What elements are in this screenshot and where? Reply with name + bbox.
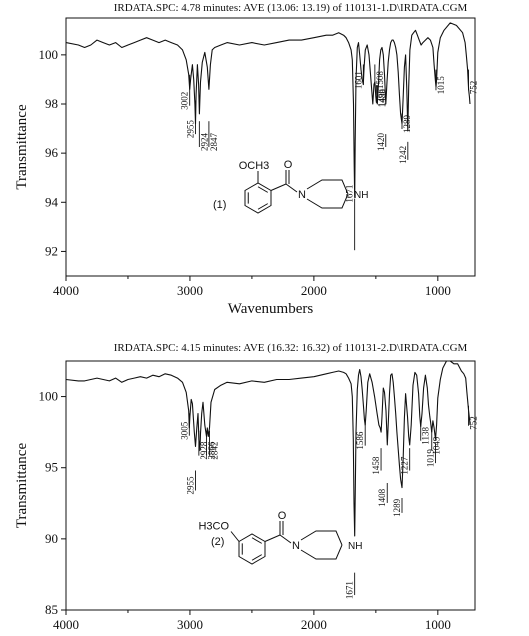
peak-label: 2842 (210, 442, 220, 460)
x-tick-label: 3000 (177, 283, 203, 298)
plot-frame (65, 360, 476, 611)
peak-label: 1586 (355, 431, 365, 450)
peak-label: 2866 (207, 441, 217, 460)
peak-label: 1488 (377, 89, 387, 108)
peak-label: 1420 (376, 133, 386, 152)
y-tick-label: 100 (39, 47, 59, 62)
plot-frame (65, 17, 476, 277)
peak-label: 1496 (376, 89, 386, 108)
peak-label: 2928 (199, 441, 209, 460)
peak-label: 2924 (199, 133, 209, 152)
piperazine-bond (300, 530, 343, 546)
compound-label: (2) (211, 536, 224, 548)
y-tick-label: 85 (45, 602, 58, 617)
x-tick-label: 1000 (425, 617, 451, 632)
ring-double-bond (251, 554, 262, 561)
x-tick-label: 3000 (177, 617, 203, 632)
y-tick-label: 98 (45, 96, 58, 111)
peak-label: 1019 (425, 449, 435, 468)
peak-label: 1138 (421, 427, 431, 445)
chart-panel-1: IRDATA.SPC: 4.78 minutes: AVE (13.06: 13… (14, 2, 479, 317)
peak-label: 1242 (398, 146, 408, 164)
ring-double-bond (257, 186, 268, 193)
peak-label: 2955 (186, 120, 196, 139)
peak-label: 1015 (436, 76, 446, 95)
chart-title: IRDATA.SPC: 4.78 minutes: AVE (13.06: 13… (114, 2, 468, 14)
ring-double-bond (257, 203, 268, 210)
molecule-structure: O N NH OCH3 (239, 159, 368, 214)
peak-label: 1508 (375, 71, 385, 90)
peak-label: 1458 (371, 456, 381, 475)
benzene-ring (244, 182, 272, 214)
y-tick-label: 95 (45, 460, 58, 475)
amine-nh: NH (348, 541, 362, 552)
peak-label: 1289 (392, 498, 402, 517)
methoxy-group: OCH3 (239, 160, 270, 172)
carbonyl-oxygen: O (284, 159, 293, 171)
y-axis-label: Transmittance (14, 104, 30, 190)
peak-label: 1671 (345, 581, 355, 599)
chart-title: IRDATA.SPC: 4.15 minutes: AVE (16.32: 16… (114, 342, 468, 354)
amine-n: N (298, 189, 306, 201)
x-tick-label: 4000 (53, 617, 79, 632)
y-tick-label: 100 (39, 389, 59, 404)
y-axis-label: Transmittance (14, 443, 30, 529)
piperazine-bond (306, 179, 349, 195)
piperazine-bond (300, 544, 343, 560)
x-tick-label: 2000 (301, 617, 327, 632)
peak-label: 2955 (186, 476, 196, 495)
peak-label: 1408 (377, 488, 387, 507)
benzene-ring (238, 533, 266, 565)
y-tick-label: 92 (45, 243, 58, 258)
peak-label: 1049 (432, 436, 442, 455)
bond (279, 534, 292, 544)
peak-label: 3002 (180, 92, 190, 110)
spectrum-line (65, 360, 471, 537)
peak-label: 752 (469, 416, 479, 430)
peak-label: 1227 (400, 456, 410, 475)
bond (285, 183, 298, 193)
peak-label: 1601 (353, 71, 363, 89)
peak-label: 3005 (179, 421, 189, 440)
amine-n: N (292, 540, 300, 552)
x-axis-label: Wavenumbers (228, 301, 314, 317)
peak-label: 1671 (345, 185, 355, 203)
bond (230, 531, 240, 542)
amine-nh: NH (354, 190, 368, 201)
methoxy-group: H3CO (198, 521, 229, 533)
bond (270, 183, 287, 191)
y-tick-label: 96 (45, 145, 59, 160)
y-tick-label: 90 (45, 531, 58, 546)
peak-label: 1289 (402, 114, 412, 133)
x-tick-label: 2000 (301, 283, 327, 298)
molecule-structure: O N NH H3CO (198, 510, 362, 565)
bond (264, 534, 281, 542)
chart-panel-2: IRDATA.SPC: 4.15 minutes: AVE (16.32: 16… (14, 342, 479, 632)
compound-label: (1) (213, 199, 226, 211)
ring-double-bond (251, 537, 262, 544)
x-tick-label: 4000 (53, 283, 79, 298)
carbonyl-oxygen: O (278, 510, 287, 522)
x-tick-label: 1000 (425, 283, 451, 298)
peak-label: 2847 (209, 133, 219, 152)
peak-label: 752 (469, 81, 479, 95)
piperazine-bond (306, 193, 349, 209)
y-tick-label: 94 (45, 194, 59, 209)
